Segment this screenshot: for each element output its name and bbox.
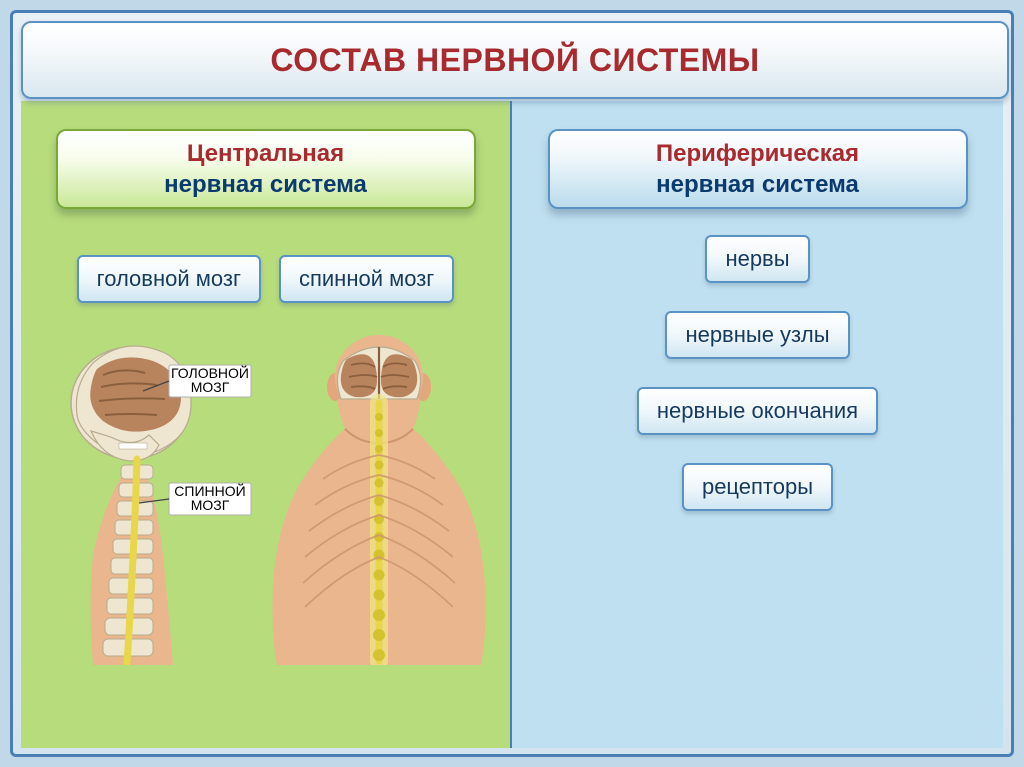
central-ns-header: Центральная нервная система: [56, 129, 476, 209]
anatomy-back-view: [259, 325, 499, 665]
anatomy-side-view: ГОЛОВНОЙ МОЗГ СПИННОЙ МОЗГ: [33, 325, 253, 665]
central-ns-line2: нервная система: [164, 169, 367, 200]
chip-ganglia: нервные узлы: [665, 311, 849, 359]
main-title: СОСТАВ НЕРВНОЙ СИСТЕМЫ: [270, 42, 759, 79]
chip-nerve-endings: нервные окончания: [637, 387, 878, 435]
label-brain-2: МОЗГ: [190, 379, 229, 395]
peripheral-ns-line1: Периферическая: [656, 138, 859, 169]
central-ns-line1: Центральная: [187, 138, 344, 169]
columns-container: Центральная нервная система головной моз…: [21, 101, 1003, 748]
peripheral-ns-line2: нервная система: [656, 169, 859, 200]
slide-frame: СОСТАВ НЕРВНОЙ СИСТЕМЫ Центральная нервн…: [10, 10, 1014, 757]
chip-nerves: нервы: [705, 235, 809, 283]
right-chip-stack: нервы нервные узлы нервные окончания рец…: [512, 235, 1003, 511]
label-spinal-2: МОЗГ: [190, 497, 229, 513]
chip-receptors: рецепторы: [682, 463, 833, 511]
left-chip-row: головной мозг спинной мозг: [21, 255, 510, 303]
chip-brain: головной мозг: [77, 255, 261, 303]
right-column-peripheral-ns: Периферическая нервная система нервы нер…: [512, 101, 1003, 748]
anatomy-row: ГОЛОВНОЙ МОЗГ СПИННОЙ МОЗГ: [21, 325, 510, 665]
chip-spinal-cord: спинной мозг: [279, 255, 454, 303]
left-column-central-ns: Центральная нервная система головной моз…: [21, 101, 512, 748]
peripheral-ns-header: Периферическая нервная система: [548, 129, 968, 209]
main-title-bar: СОСТАВ НЕРВНОЙ СИСТЕМЫ: [21, 21, 1009, 99]
